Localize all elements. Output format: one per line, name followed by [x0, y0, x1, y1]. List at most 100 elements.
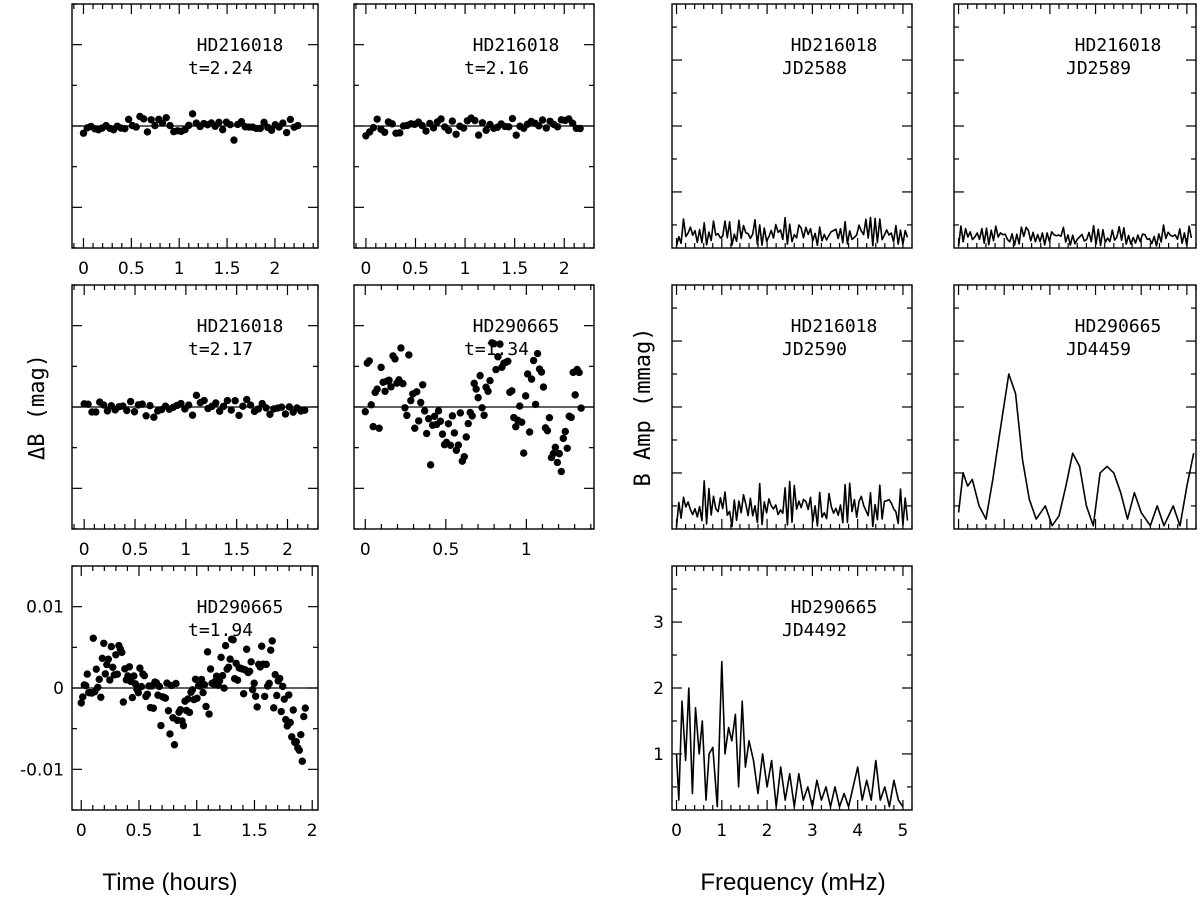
data-point — [403, 411, 411, 420]
x-tick-label: 0 — [79, 540, 90, 560]
data-point — [242, 645, 251, 653]
x-tick-label: 0.5 — [402, 259, 429, 279]
data-point — [146, 401, 154, 410]
data-point — [512, 131, 520, 139]
data-point — [568, 119, 577, 127]
data-point — [164, 707, 173, 715]
data-point — [268, 637, 276, 645]
data-point — [417, 398, 425, 407]
data-point — [177, 399, 185, 408]
data-point — [227, 406, 235, 414]
star-name: HD216018 — [791, 316, 878, 337]
data-point — [257, 642, 266, 650]
data-point — [185, 708, 194, 717]
data-point — [549, 449, 558, 458]
x-tick-label: 0 — [76, 821, 87, 841]
x-tick-label: 2 — [270, 259, 281, 279]
right-xlabel: Frequency (mHz) — [700, 869, 885, 896]
data-point — [553, 458, 562, 467]
data-point — [454, 441, 463, 449]
data-point — [188, 686, 197, 694]
data-point — [118, 648, 126, 657]
data-point — [381, 387, 389, 395]
data-point — [217, 653, 225, 662]
data-point — [535, 122, 543, 130]
x-tick-label: 0 — [360, 540, 371, 560]
x-tick-label: 3 — [807, 821, 818, 841]
data-point — [286, 718, 294, 727]
data-point — [286, 115, 295, 124]
data-point — [295, 746, 303, 754]
data-point — [482, 126, 490, 134]
data-point — [418, 121, 426, 130]
data-point — [542, 124, 550, 132]
data-point — [150, 413, 158, 421]
data-point — [387, 383, 395, 391]
data-point — [518, 418, 526, 426]
data-point — [456, 409, 465, 417]
data-point — [294, 121, 302, 130]
left-xlabel: Time (hours) — [102, 869, 237, 896]
data-point — [202, 702, 210, 711]
data-point — [166, 730, 174, 738]
data-point — [124, 115, 133, 124]
data-point — [220, 684, 228, 692]
data-point — [422, 429, 431, 438]
y-tick-label: -0.01 — [20, 760, 64, 780]
data-point — [233, 676, 242, 684]
x-tick-label: 2 — [559, 259, 570, 279]
data-point — [215, 118, 223, 127]
data-point — [79, 693, 87, 701]
x-tick-label: 1 — [521, 540, 532, 560]
data-point — [576, 124, 584, 133]
data-point — [399, 379, 407, 388]
x-tick-label: 1.5 — [223, 540, 250, 560]
data-point — [124, 672, 132, 680]
data-point — [79, 129, 88, 137]
data-point — [237, 117, 246, 126]
data-point — [83, 670, 91, 678]
data-point — [521, 392, 530, 400]
data-point — [577, 404, 585, 412]
data-point — [523, 370, 532, 378]
data-point — [130, 672, 138, 680]
data-point — [277, 707, 285, 716]
data-point — [567, 413, 575, 422]
x-tick-label: 1 — [191, 821, 202, 841]
data-point — [508, 387, 516, 395]
data-point — [137, 682, 146, 691]
data-point — [250, 679, 258, 687]
data-point — [267, 126, 276, 134]
data-point — [444, 420, 453, 428]
data-point — [279, 119, 287, 127]
data-point — [377, 363, 385, 372]
amplitude-spectrum-line — [957, 224, 1193, 247]
y-tick-label: 0.01 — [26, 598, 64, 618]
data-point — [267, 646, 275, 654]
data-point — [471, 116, 479, 125]
x-tick-label: 1 — [716, 821, 727, 841]
data-point — [282, 128, 291, 137]
x-tick-label: 5 — [898, 821, 909, 841]
data-point — [136, 664, 144, 672]
data-point — [253, 703, 261, 711]
data-point — [462, 433, 470, 441]
x-tick-label: 2 — [282, 540, 293, 560]
data-point — [413, 388, 421, 396]
data-point — [239, 402, 247, 410]
data-point — [422, 127, 430, 135]
data-point — [218, 125, 227, 134]
data-point — [555, 449, 564, 458]
data-point — [273, 691, 281, 700]
panel-label: JD2588 — [782, 58, 847, 79]
data-point — [281, 410, 290, 418]
data-point — [191, 675, 200, 683]
data-point — [375, 424, 383, 432]
data-point — [247, 658, 255, 666]
data-point — [188, 411, 197, 419]
